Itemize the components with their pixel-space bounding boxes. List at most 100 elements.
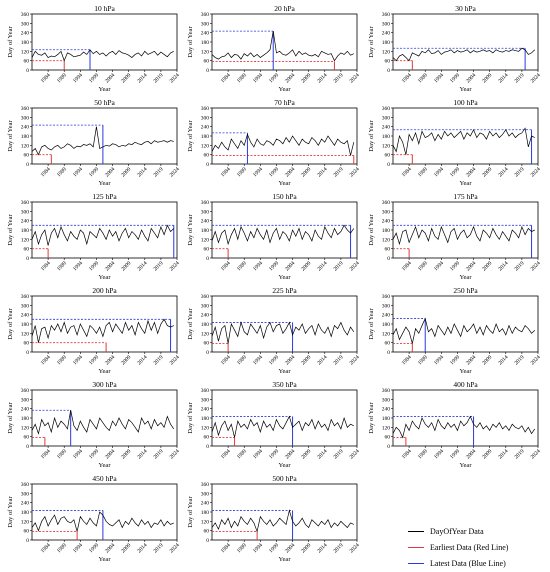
y-tick-label: 300	[382, 303, 391, 309]
y-tick-label: 180	[21, 416, 30, 422]
x-tick-label: 2014	[497, 354, 509, 366]
x-tick-label: 2004	[104, 166, 116, 178]
y-tick-label: 300	[201, 209, 210, 215]
y-tick-label: 300	[21, 21, 30, 27]
y-tick-label: 360	[21, 12, 30, 18]
legend: DayOfYear Data Earliest Data (Red Line) …	[408, 522, 550, 572]
series-line	[31, 318, 174, 343]
panel-title: 300 hPa	[92, 380, 117, 389]
x-tick-label: 1984	[220, 72, 232, 84]
x-tick-label: 1984	[40, 166, 52, 178]
y-tick-label: 0	[26, 256, 29, 262]
x-tick-label: 1999	[449, 166, 461, 178]
x-tick-label: 2019	[153, 72, 165, 84]
panel-title: 150 hPa	[272, 192, 297, 201]
panel-title: 50 hPa	[94, 98, 115, 107]
y-tick-label: 180	[21, 228, 30, 234]
x-tick-label: 2009	[481, 72, 493, 84]
x-tick-label: 2014	[316, 542, 328, 554]
y-axis-label: Day of Year	[368, 214, 375, 246]
y-axis-label: Day of Year	[187, 214, 194, 246]
y-tick-label: 0	[206, 444, 209, 450]
panel-5: 70 hPa 0 60 120 180 240 300 360 1984 1989 1994 1999…	[187, 98, 361, 187]
y-tick-label: 60	[385, 59, 391, 65]
plot-frame	[392, 295, 539, 353]
panel-4: 50 hPa 0 60 120 180 240 300 360 1984 1989 1994 1999…	[7, 98, 181, 187]
y-tick-label: 120	[382, 425, 391, 431]
y-tick-label: 360	[201, 200, 210, 206]
y-tick-label: 120	[201, 519, 210, 525]
panel-title: 225 hPa	[272, 286, 297, 295]
y-axis-label: Day of Year	[187, 402, 194, 434]
legend-label-latest: Latest Data (Blue Line)	[430, 558, 506, 568]
series-line	[211, 321, 355, 344]
y-tick-label: 120	[201, 49, 210, 55]
panel-7: 125 hPa 0 60 120 180 240 300 360 1984 1989 1994 199…	[7, 192, 181, 281]
y-tick-label: 60	[385, 153, 391, 159]
x-tick-label: 1994	[72, 448, 84, 460]
y-tick-label: 180	[201, 510, 210, 516]
x-tick-label: 2004	[284, 72, 296, 84]
panel-title: 175 hPa	[453, 192, 478, 201]
y-tick-label: 120	[382, 237, 391, 243]
x-axis-label: Year	[460, 368, 473, 375]
y-tick-label: 240	[21, 407, 30, 413]
legend-item-earliest: Earliest Data (Red Line)	[408, 540, 508, 554]
y-tick-label: 120	[21, 237, 30, 243]
y-tick-label: 60	[24, 529, 30, 535]
x-tick-label: 2014	[136, 72, 148, 84]
panel-1: 10 hPa 0 60 120 180 240 300 360 1984 1989 1994 1999…	[7, 4, 181, 93]
x-tick-label: 1999	[268, 542, 280, 554]
x-tick-label: 1984	[220, 166, 232, 178]
x-tick-label: 1999	[88, 260, 100, 272]
x-tick-label: 2019	[153, 542, 165, 554]
x-tick-label: 2009	[481, 166, 493, 178]
y-tick-label: 180	[201, 134, 210, 140]
x-tick-label: 2009	[300, 448, 312, 460]
x-tick-label: 2024	[169, 448, 181, 460]
x-tick-label: 1994	[252, 166, 264, 178]
x-tick-label: 2004	[284, 542, 296, 554]
y-tick-label: 0	[26, 350, 29, 356]
panel-11: 225 hPa 0 60 120 180 240 300 360 1984 1989 1994 199…	[187, 286, 361, 375]
plot-frame	[211, 295, 358, 353]
y-tick-label: 180	[382, 134, 391, 140]
legend-label-data: DayOfYear Data	[430, 526, 484, 536]
x-tick-label: 1994	[433, 260, 445, 272]
x-tick-label: 1984	[401, 448, 413, 460]
y-tick-label: 120	[382, 49, 391, 55]
y-axis-label: Day of Year	[7, 26, 14, 58]
x-tick-label: 2004	[465, 448, 477, 460]
y-tick-label: 120	[201, 331, 210, 337]
x-tick-label: 1989	[236, 166, 248, 178]
y-tick-label: 60	[24, 435, 30, 441]
series-line	[31, 224, 175, 246]
x-tick-label: 2024	[349, 72, 361, 84]
x-tick-label: 1999	[268, 260, 280, 272]
x-tick-label: 1999	[268, 166, 280, 178]
x-tick-label: 2004	[104, 260, 116, 272]
x-tick-label: 2014	[316, 354, 328, 366]
x-axis-label: Year	[460, 462, 473, 469]
x-tick-label: 1984	[401, 260, 413, 272]
x-tick-label: 2004	[104, 542, 116, 554]
x-tick-label: 2019	[514, 260, 526, 272]
x-axis-label: Year	[279, 368, 292, 375]
x-tick-label: 2019	[153, 166, 165, 178]
y-tick-label: 240	[201, 219, 210, 225]
x-tick-label: 2024	[349, 448, 361, 460]
x-tick-label: 2019	[514, 166, 526, 178]
y-tick-label: 120	[382, 143, 391, 149]
y-tick-label: 360	[382, 106, 391, 112]
y-tick-label: 240	[21, 31, 30, 37]
x-tick-label: 2014	[497, 448, 509, 460]
x-tick-label: 2019	[153, 448, 165, 460]
y-axis-label: Day of Year	[7, 120, 14, 152]
x-tick-label: 1984	[220, 354, 232, 366]
panel-17: 500 hPa 0 60 120 180 240 300 360 1984 1989 1994 199…	[187, 474, 361, 563]
x-tick-label: 1984	[220, 448, 232, 460]
panel-16: 450 hPa 0 60 120 180 240 300 360 1984 1989 1994 199…	[7, 474, 181, 563]
series-line	[211, 415, 354, 438]
x-tick-label: 2024	[169, 354, 181, 366]
